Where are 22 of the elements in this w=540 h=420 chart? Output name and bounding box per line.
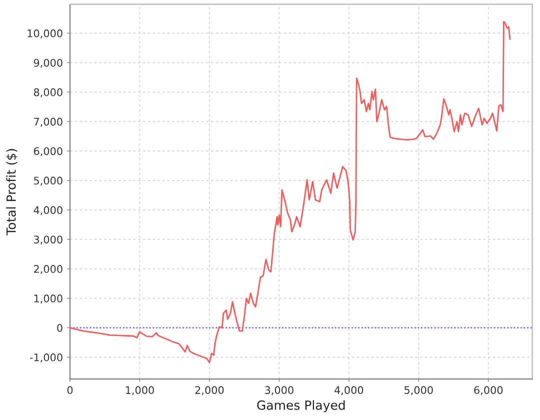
y-tick-label: 2,000 [34,265,62,274]
y-tick-label: 10,000 [28,29,62,38]
y-tick-label: 3,000 [34,236,62,245]
x-tick-label: 2,000 [195,386,224,396]
y-tick-label: 9,000 [34,58,62,68]
y-tick-label: 8,000 [34,88,62,98]
y-tick-label: 1,000 [34,294,62,304]
y-tick-label: 4,000 [34,206,62,216]
y-axis-title: Total Profit ($) [6,149,18,236]
x-tick-label: 4,000 [334,386,364,396]
y-tick-label: 0 [57,324,62,332]
y-tick-label: 5,000 [34,176,62,186]
x-tick-label: 5,000 [404,386,433,396]
x-tick-label: 1,000 [126,386,154,396]
y-tick-label: -1,000 [30,353,62,362]
x-axis-title: Games Played [257,400,345,412]
x-tick-label: 3,000 [265,386,294,396]
line-series [70,20,511,364]
x-tick-label: 6,000 [474,386,503,396]
x-tick-label: 0 [67,386,73,394]
y-tick-label: 7,000 [34,118,62,127]
y-tick-label: 6,000 [34,147,62,156]
